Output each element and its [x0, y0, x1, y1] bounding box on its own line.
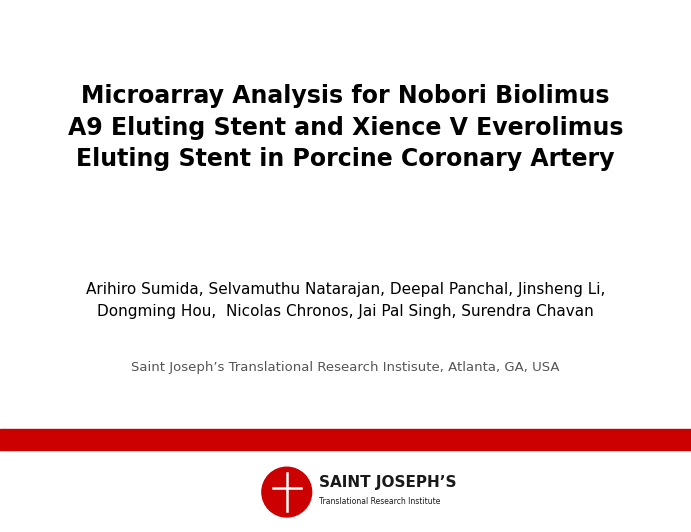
Bar	[0, 429, 691, 450]
Text: Microarray Analysis for Nobori Biolimus
A9 Eluting Stent and Xience V Everolimus: Microarray Analysis for Nobori Biolimus …	[68, 84, 623, 171]
Text: Translational Research Institute: Translational Research Institute	[319, 497, 440, 506]
Text: Saint Joseph’s Translational Research Instisute, Atlanta, GA, USA: Saint Joseph’s Translational Research In…	[131, 361, 560, 373]
Text: Arihiro Sumida, Selvamuthu Natarajan, Deepal Panchal, Jinsheng Li,
Dongming Hou,: Arihiro Sumida, Selvamuthu Natarajan, De…	[86, 282, 605, 319]
Text: SAINT JOSEPH’S: SAINT JOSEPH’S	[319, 475, 457, 490]
Ellipse shape	[262, 467, 312, 517]
